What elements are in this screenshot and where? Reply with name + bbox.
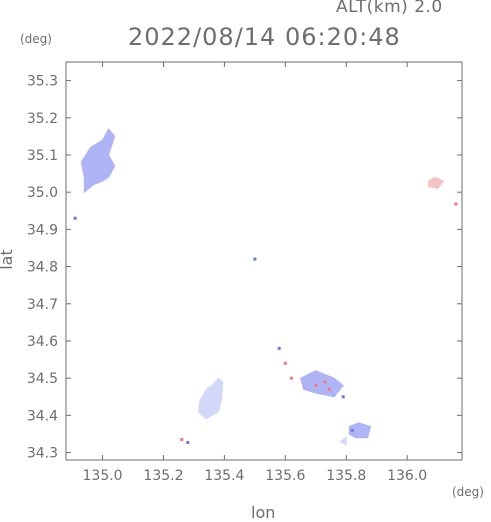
y-tick-label: 34.7 [27, 297, 58, 313]
x-tick-label: 135.2 [143, 468, 183, 484]
timestamp-title: 2022/08/14 06:20:48 [128, 23, 401, 51]
x-axis-label: lon [251, 503, 276, 522]
x-tick-label: 135.0 [83, 468, 123, 484]
y-axis-ticks: 35.3 35.2 35.1 35.0 34.9 34.8 34.7 34.6 34.5 34.4… [27, 74, 462, 462]
x-tick-label: 135.6 [265, 468, 305, 484]
y-tick-label: 34.4 [27, 408, 58, 424]
y-tick-label: 35.0 [27, 185, 58, 201]
echo-point-12 [454, 202, 458, 206]
echo-point-10 [180, 438, 184, 441]
echo-layer [73, 128, 458, 446]
y-tick-label: 34.5 [27, 371, 58, 387]
echo-point-6 [323, 380, 327, 384]
echo-point-0 [73, 216, 77, 220]
x-tick-label: 135.8 [326, 468, 366, 484]
y-tick-label: 34.8 [27, 260, 58, 276]
echo-region-4 [339, 436, 347, 446]
echo-point-11 [186, 441, 190, 444]
y-axis-unit: (deg) [20, 32, 52, 46]
echo-region-0 [80, 128, 116, 194]
y-tick-label: 34.6 [27, 334, 58, 350]
x-tick-label: 135.4 [204, 468, 244, 484]
echo-region-1 [197, 377, 224, 420]
echo-point-1 [253, 257, 257, 261]
y-tick-label: 35.1 [27, 148, 58, 164]
x-axis-ticks: 135.0 135.2 135.4 135.6 135.8 136.0 [83, 62, 427, 484]
plot-frame [65, 61, 463, 461]
echo-region-3 [348, 422, 372, 439]
echo-point-3 [283, 361, 287, 365]
y-tick-label: 35.2 [27, 111, 58, 127]
echo-point-9 [350, 428, 354, 432]
y-tick-label: 34.3 [27, 446, 58, 462]
y-tick-label: 35.3 [27, 74, 58, 90]
x-axis-unit: (deg) [452, 485, 484, 499]
altitude-label: ALT(km) 2.0 [336, 0, 443, 17]
x-tick-label: 136.0 [387, 468, 427, 484]
echo-region-2 [300, 370, 344, 398]
echo-point-7 [328, 387, 331, 391]
echo-point-4 [289, 376, 293, 380]
echo-region-5 [428, 176, 445, 190]
echo-point-2 [277, 346, 281, 350]
echo-point-8 [341, 395, 345, 399]
y-tick-label: 34.9 [27, 222, 58, 238]
echo-point-5 [314, 384, 318, 388]
